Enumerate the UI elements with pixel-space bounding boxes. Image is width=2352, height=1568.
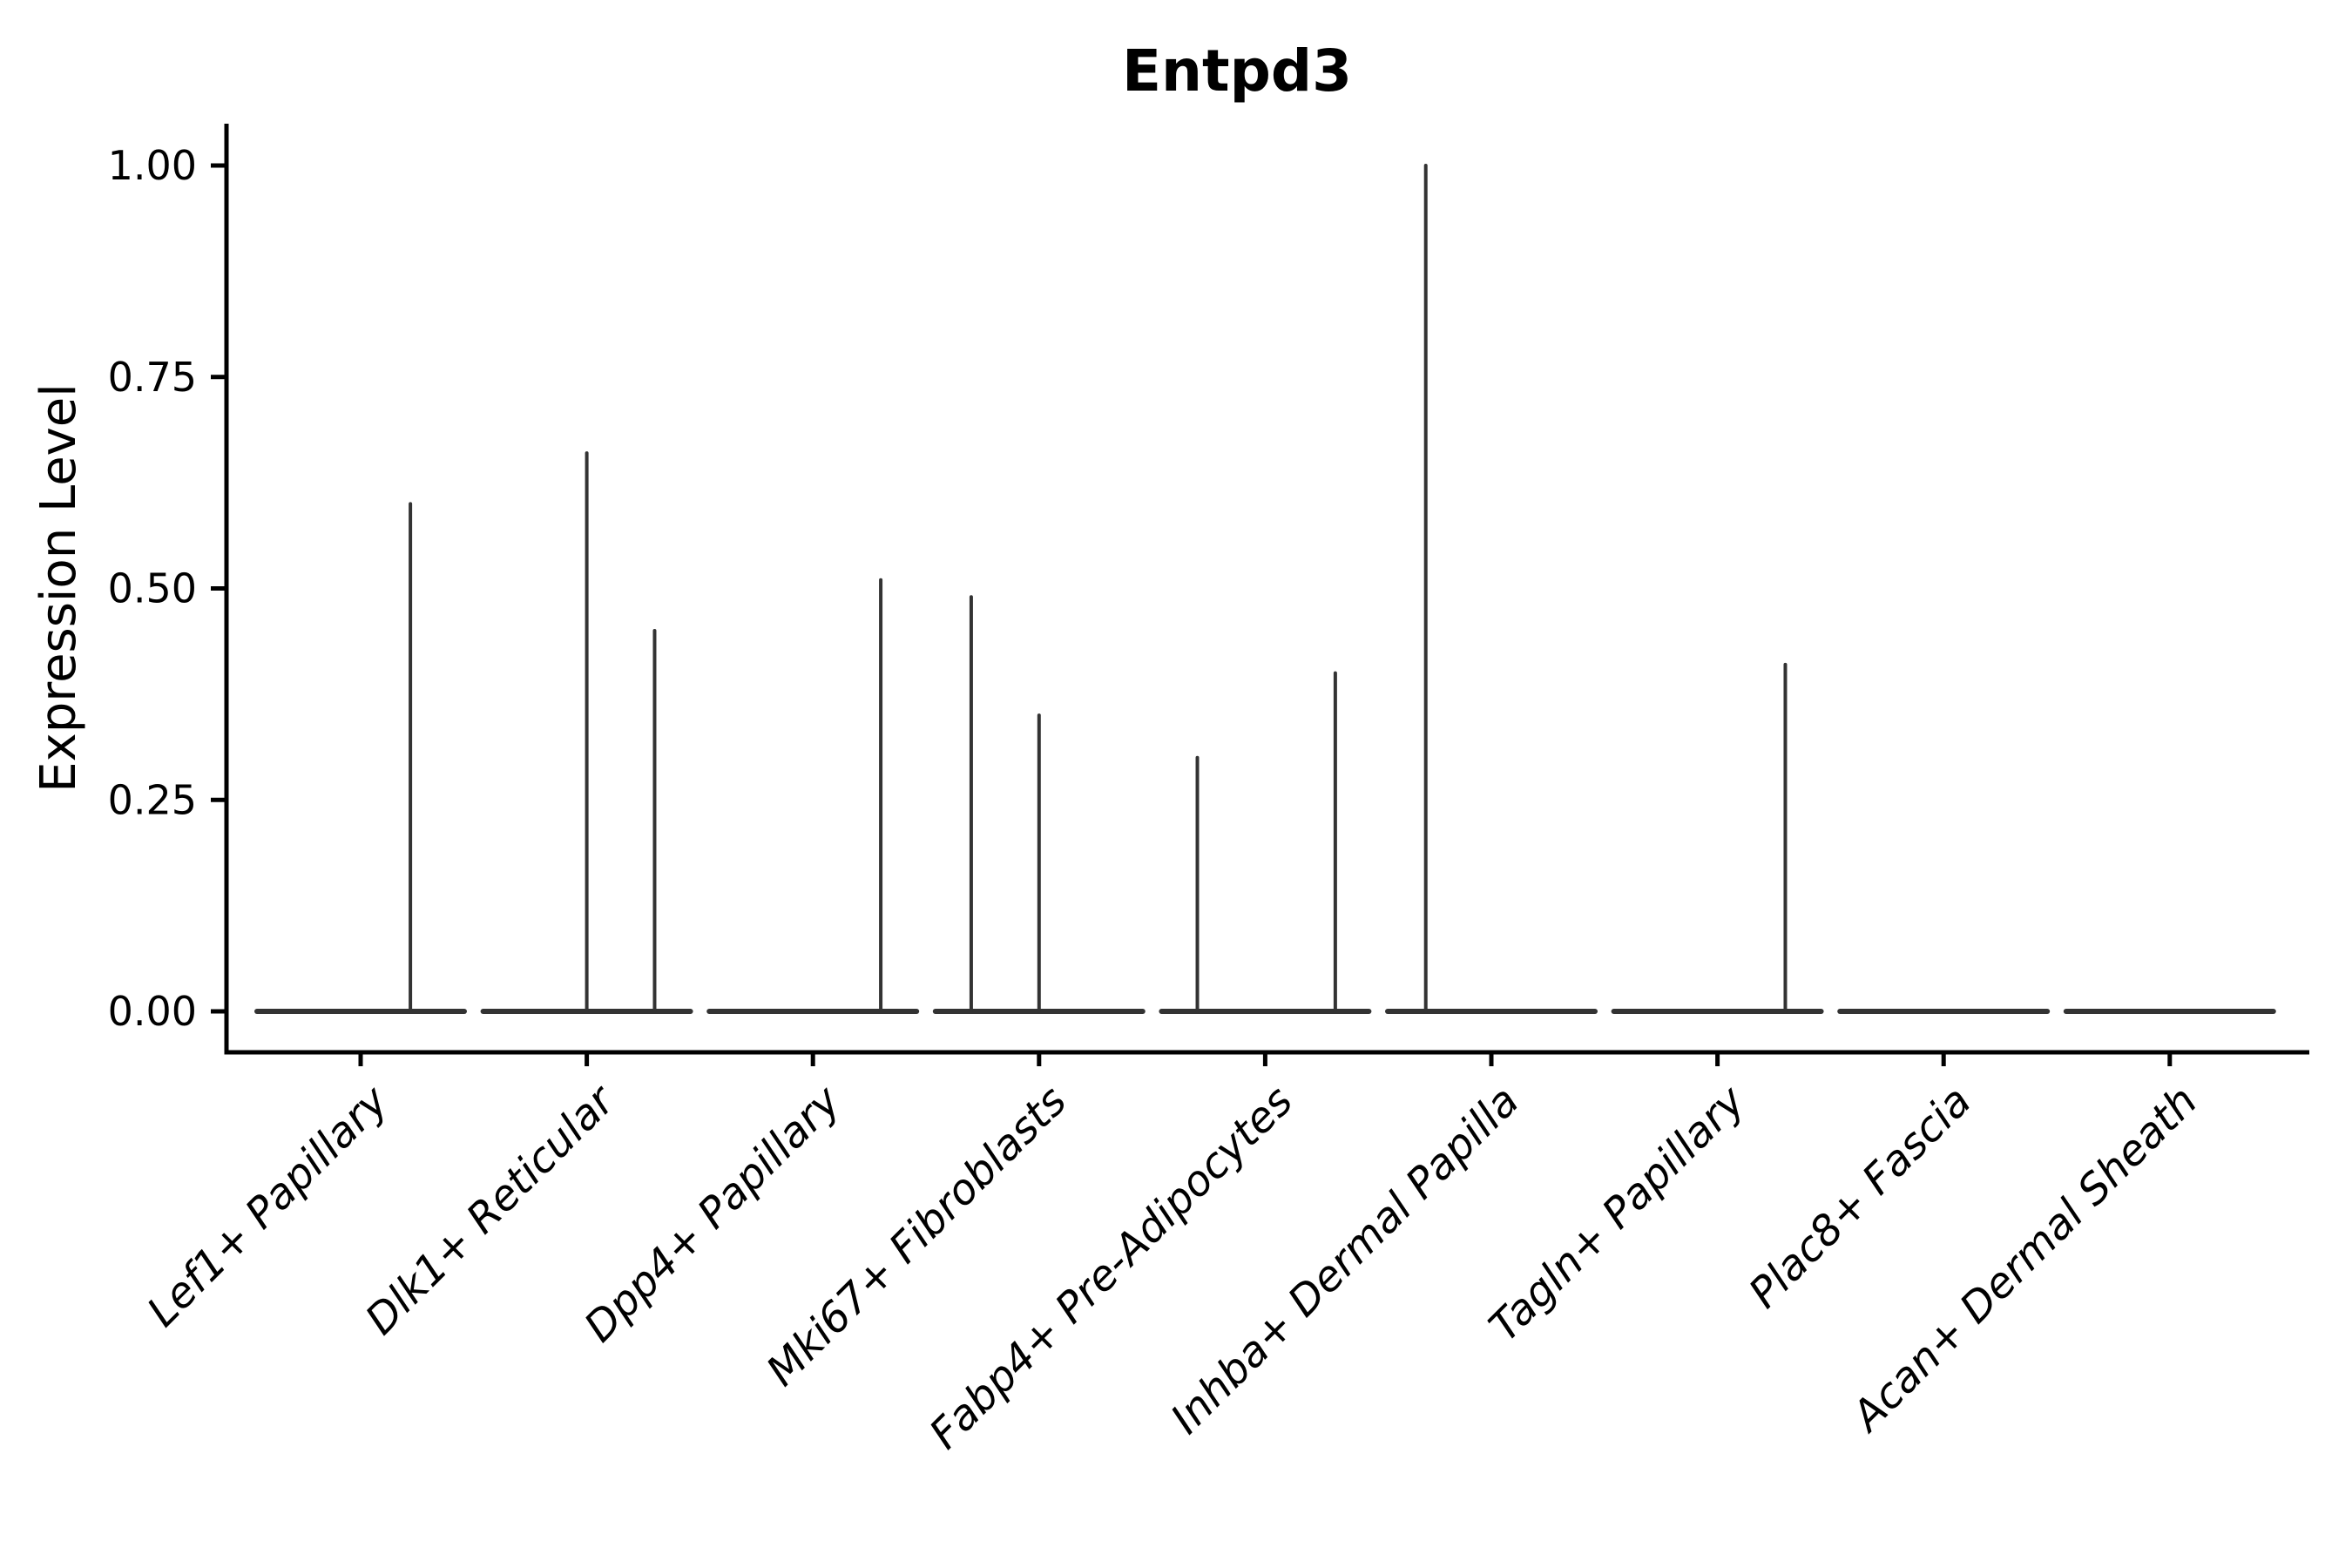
- y-axis-title: Expression Level: [30, 383, 87, 793]
- x-tick-label: Fabp4+ Pre-Adipocytes: [920, 1077, 1302, 1459]
- y-tick-label: 0.50: [108, 565, 197, 612]
- y-tick-label: 0.00: [108, 988, 197, 1035]
- y-tick-label: 0.25: [108, 776, 197, 823]
- y-tick-label: 0.75: [108, 354, 197, 401]
- x-tick-label: Dlk1+ Reticular: [356, 1075, 626, 1345]
- violin-marks-layer: [254, 164, 2276, 1014]
- tick-labels-layer: 0.00 0.25 0.50 0.75 1.00 Lef1+ PapillaryDlk1+…: [108, 142, 2207, 1458]
- x-tick-label: Lef1+ Papillary: [138, 1076, 398, 1336]
- y-tick-label: 1.00: [108, 142, 197, 189]
- chart-title: Entpd3: [1122, 37, 1352, 105]
- x-tick-label: Plac8+ Fascia: [1740, 1077, 1981, 1318]
- axes-layer: [211, 124, 2309, 1066]
